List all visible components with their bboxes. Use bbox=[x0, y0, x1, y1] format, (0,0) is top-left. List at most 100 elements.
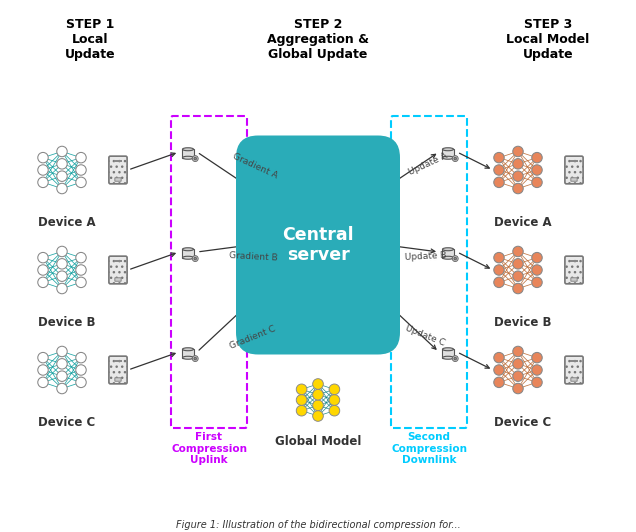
Circle shape bbox=[38, 377, 48, 388]
Bar bbox=[183, 149, 193, 157]
Text: STEP 2
Aggregation &
Global Update: STEP 2 Aggregation & Global Update bbox=[267, 18, 369, 61]
Circle shape bbox=[57, 246, 67, 257]
FancyBboxPatch shape bbox=[109, 256, 127, 284]
Circle shape bbox=[454, 358, 457, 360]
Circle shape bbox=[76, 277, 86, 288]
Circle shape bbox=[38, 165, 48, 175]
Circle shape bbox=[57, 271, 67, 281]
Circle shape bbox=[494, 365, 504, 375]
Bar bbox=[183, 349, 193, 358]
FancyBboxPatch shape bbox=[565, 156, 583, 184]
FancyBboxPatch shape bbox=[115, 378, 121, 381]
Text: Device A: Device A bbox=[494, 216, 552, 229]
Circle shape bbox=[513, 284, 523, 294]
Bar bbox=[443, 149, 453, 157]
Ellipse shape bbox=[443, 256, 453, 259]
Circle shape bbox=[192, 156, 198, 162]
Circle shape bbox=[532, 365, 543, 375]
Circle shape bbox=[313, 389, 323, 400]
Bar bbox=[443, 249, 453, 257]
Circle shape bbox=[532, 377, 543, 388]
Circle shape bbox=[329, 384, 340, 395]
Circle shape bbox=[313, 411, 323, 421]
Circle shape bbox=[38, 252, 48, 263]
Circle shape bbox=[296, 405, 307, 416]
Text: Device A: Device A bbox=[38, 216, 96, 229]
Circle shape bbox=[57, 184, 67, 194]
Circle shape bbox=[192, 255, 198, 262]
Circle shape bbox=[57, 146, 67, 157]
Circle shape bbox=[76, 352, 86, 363]
Circle shape bbox=[192, 355, 198, 362]
Text: Gradient C: Gradient C bbox=[228, 324, 277, 351]
Circle shape bbox=[513, 346, 523, 356]
Circle shape bbox=[194, 358, 197, 360]
Circle shape bbox=[494, 352, 504, 363]
Circle shape bbox=[454, 157, 457, 160]
Circle shape bbox=[38, 365, 48, 375]
FancyBboxPatch shape bbox=[565, 356, 583, 384]
Text: Global Model: Global Model bbox=[275, 435, 361, 448]
Circle shape bbox=[57, 383, 67, 394]
Circle shape bbox=[57, 346, 67, 356]
Text: STEP 1
Local
Update: STEP 1 Local Update bbox=[65, 18, 115, 61]
Circle shape bbox=[194, 157, 197, 160]
Circle shape bbox=[57, 259, 67, 269]
Text: Update C: Update C bbox=[404, 323, 446, 347]
Circle shape bbox=[38, 352, 48, 363]
Circle shape bbox=[494, 165, 504, 175]
Circle shape bbox=[76, 365, 86, 375]
Circle shape bbox=[532, 265, 543, 275]
Bar bbox=[443, 349, 453, 358]
FancyBboxPatch shape bbox=[571, 378, 577, 381]
Circle shape bbox=[329, 395, 340, 405]
Text: Central
server: Central server bbox=[282, 226, 354, 264]
Circle shape bbox=[452, 156, 458, 162]
FancyBboxPatch shape bbox=[565, 256, 583, 284]
Circle shape bbox=[452, 255, 458, 262]
Circle shape bbox=[454, 257, 457, 260]
Ellipse shape bbox=[443, 356, 453, 359]
Ellipse shape bbox=[443, 348, 453, 351]
Text: Device B: Device B bbox=[494, 316, 552, 329]
Ellipse shape bbox=[443, 148, 453, 151]
Circle shape bbox=[38, 177, 48, 188]
Circle shape bbox=[38, 265, 48, 275]
Circle shape bbox=[513, 271, 523, 281]
Circle shape bbox=[532, 153, 543, 163]
Circle shape bbox=[76, 377, 86, 388]
Ellipse shape bbox=[183, 148, 193, 151]
Circle shape bbox=[513, 359, 523, 369]
Ellipse shape bbox=[183, 248, 193, 251]
Circle shape bbox=[494, 177, 504, 188]
Circle shape bbox=[532, 277, 543, 288]
Text: Gradient B: Gradient B bbox=[228, 251, 277, 262]
Circle shape bbox=[76, 252, 86, 263]
Circle shape bbox=[194, 257, 197, 260]
Circle shape bbox=[532, 165, 543, 175]
Circle shape bbox=[494, 252, 504, 263]
Circle shape bbox=[313, 379, 323, 389]
Circle shape bbox=[494, 153, 504, 163]
Circle shape bbox=[38, 153, 48, 163]
Text: STEP 3
Local Model
Update: STEP 3 Local Model Update bbox=[506, 18, 590, 61]
Circle shape bbox=[76, 153, 86, 163]
Circle shape bbox=[76, 165, 86, 175]
Text: Device C: Device C bbox=[494, 416, 551, 429]
Text: Device C: Device C bbox=[38, 416, 95, 429]
Circle shape bbox=[57, 284, 67, 294]
Circle shape bbox=[532, 177, 543, 188]
Circle shape bbox=[513, 383, 523, 394]
FancyBboxPatch shape bbox=[109, 356, 127, 384]
Text: Update B: Update B bbox=[404, 251, 446, 262]
Circle shape bbox=[296, 384, 307, 395]
Text: Second
Compression
Downlink: Second Compression Downlink bbox=[391, 432, 467, 465]
Circle shape bbox=[513, 371, 523, 381]
Ellipse shape bbox=[443, 248, 453, 251]
Circle shape bbox=[57, 171, 67, 181]
Circle shape bbox=[329, 405, 340, 416]
Circle shape bbox=[452, 355, 458, 362]
Circle shape bbox=[513, 246, 523, 257]
FancyBboxPatch shape bbox=[115, 278, 121, 281]
Circle shape bbox=[532, 252, 543, 263]
